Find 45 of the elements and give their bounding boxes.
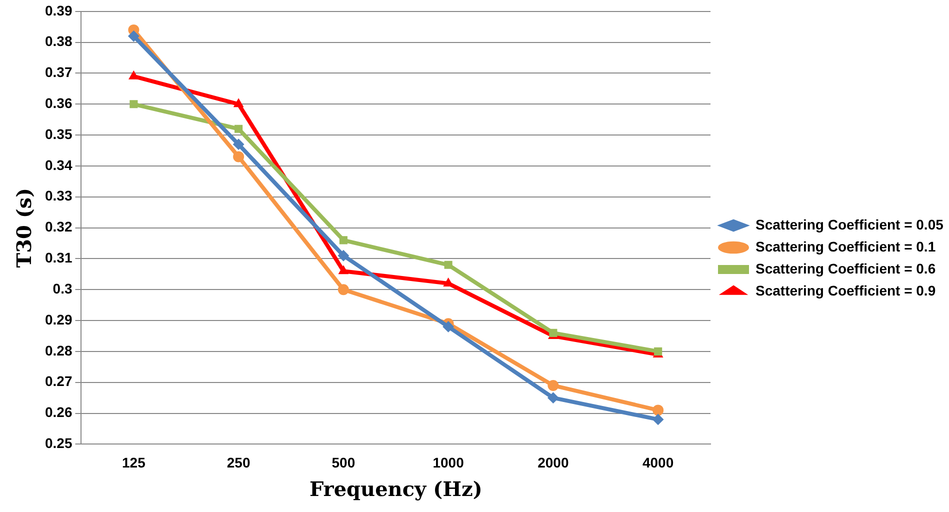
x-tick-label: 1000 xyxy=(432,454,464,470)
point xyxy=(548,392,559,404)
y-tick-label: 0.28 xyxy=(45,342,72,358)
point xyxy=(339,236,348,244)
y-tick-label: 0.37 xyxy=(45,64,72,80)
x-tick-label: 2000 xyxy=(538,454,569,470)
legend-label: Scattering Coefficient = 0.1 xyxy=(756,238,936,254)
y-tick-label: 0.36 xyxy=(45,95,72,111)
y-tick-label: 0.39 xyxy=(45,2,72,18)
legend-label: Scattering Coefficient = 0.05 xyxy=(756,216,944,232)
point xyxy=(442,321,454,332)
point xyxy=(128,30,140,42)
y-tick-label: 0.38 xyxy=(45,33,72,50)
point xyxy=(548,380,559,391)
x-axis-title: Frequency (Hz) xyxy=(309,477,482,502)
legend-label: Scattering Coefficient = 0.9 xyxy=(756,282,936,298)
y-tick-label: 0.29 xyxy=(45,311,72,328)
y-tick-label: 0.3 xyxy=(52,280,72,296)
point xyxy=(654,347,662,356)
point xyxy=(338,284,349,296)
point xyxy=(130,100,138,108)
point xyxy=(652,414,664,425)
point xyxy=(338,266,348,274)
point xyxy=(338,250,349,262)
y-tick-label: 0.34 xyxy=(45,156,72,173)
y-tick-label: 0.27 xyxy=(45,373,72,390)
y-tick-label: 0.32 xyxy=(45,218,72,235)
x-tick-label: 125 xyxy=(122,454,146,470)
point xyxy=(234,124,243,133)
point xyxy=(652,404,664,416)
point xyxy=(233,151,244,162)
y-tick-label: 0.35 xyxy=(45,126,72,142)
point xyxy=(444,260,452,269)
point xyxy=(234,98,244,108)
y-tick-label: 0.33 xyxy=(45,188,72,204)
y-tick-label: 0.31 xyxy=(45,250,72,266)
y-axis-title: T30 (s) xyxy=(12,188,36,268)
y-tick-label: 0.26 xyxy=(45,404,72,420)
y-tick-label: 0.25 xyxy=(45,435,72,452)
x-tick-label: 500 xyxy=(332,454,356,470)
x-tick-label: 250 xyxy=(226,454,250,470)
point xyxy=(128,70,139,80)
legend-label: Scattering Coefficient = 0.6 xyxy=(756,260,936,276)
x-tick-label: 4000 xyxy=(642,454,674,470)
point xyxy=(233,138,244,150)
